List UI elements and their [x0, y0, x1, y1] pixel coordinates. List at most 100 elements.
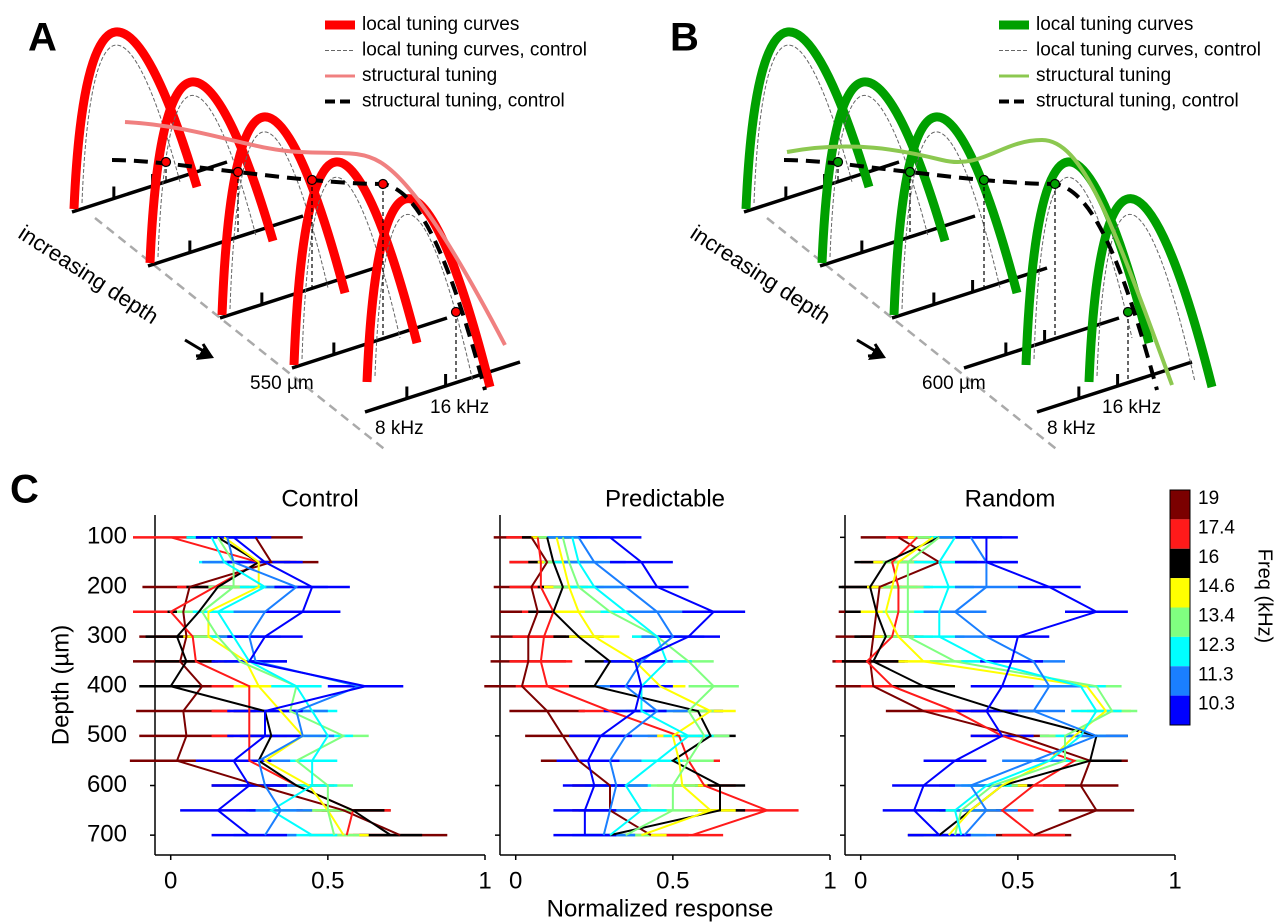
- crossing-dot: [377, 178, 389, 190]
- series-line: [210, 536, 330, 837]
- structural-tuning-control: [111, 158, 487, 391]
- y-tick-label: 400: [87, 672, 127, 699]
- legend-label: structural tuning, control: [362, 91, 565, 112]
- depth-guide: [766, 217, 1061, 453]
- freq-label: 16 kHz: [430, 397, 489, 418]
- x-axis-label: Normalized response: [547, 895, 774, 922]
- legend-label: local tuning curves, control: [362, 40, 587, 61]
- x-tick-label: 0.5: [311, 867, 344, 894]
- series-line: [226, 537, 363, 836]
- legend-label: structural tuning: [362, 65, 497, 86]
- crossing-dot: [1049, 178, 1061, 190]
- y-axis-label: Depth (µm): [47, 625, 74, 746]
- x-tick-label: 1: [823, 867, 836, 894]
- crossing-dot: [232, 166, 244, 178]
- chart-title: Predictable: [605, 485, 725, 512]
- y-tick-label: 500: [87, 721, 127, 748]
- depth-axis-label: increasing depth: [686, 220, 835, 329]
- series-line: [175, 536, 401, 837]
- chart-title: Control: [281, 485, 358, 512]
- structural-tuning: [786, 137, 1174, 386]
- depth-value: 600 µm: [922, 373, 986, 394]
- crossing-dot: [1122, 306, 1134, 318]
- depth-axis-label: increasing depth: [14, 220, 163, 329]
- structural-tuning: [124, 120, 507, 346]
- colorbar-label: 17.4: [1198, 517, 1235, 538]
- series-line: [561, 537, 716, 837]
- structural-tuning-control: [783, 158, 1159, 391]
- colorbar-cell: [1170, 548, 1190, 579]
- colorbar-cell: [1170, 666, 1190, 696]
- colorbar-cell: [1170, 695, 1190, 725]
- freq-label: 16 kHz: [1102, 397, 1161, 418]
- crossing-dot: [306, 174, 318, 186]
- y-tick-label: 300: [87, 622, 127, 649]
- tuning-curve: [741, 27, 874, 210]
- colorbar-label: 12.3: [1198, 635, 1235, 656]
- freq-label: 8 kHz: [375, 418, 424, 439]
- depth-value: 550 µm: [250, 373, 314, 394]
- tuning-curve-control: [374, 214, 474, 383]
- tuning-curve: [362, 194, 495, 389]
- legend-label: local tuning curves: [362, 14, 519, 35]
- crossing-dot: [450, 306, 462, 318]
- series-line: [906, 536, 1114, 836]
- y-tick-label: 100: [87, 523, 127, 550]
- colorbar-cell: [1170, 607, 1190, 637]
- diagram: local tuning curves local tuning curves, …: [686, 14, 1261, 453]
- series-line: [520, 536, 652, 837]
- colorbar-label: 13.4: [1198, 606, 1235, 627]
- series-line: [546, 537, 721, 837]
- tuning-curve: [289, 157, 422, 366]
- colorbar-cell: [1170, 490, 1190, 520]
- series-line: [884, 536, 1108, 836]
- y-tick-label: 600: [87, 771, 127, 798]
- series-line: [869, 536, 1098, 837]
- frequency-axis: [891, 266, 1048, 320]
- series-line: [536, 537, 771, 837]
- colorbar-label: 19: [1198, 488, 1219, 509]
- frequency-axis: [364, 360, 521, 414]
- colorbar-cell: [1170, 636, 1190, 667]
- diagram: local tuning curves local tuning curves, …: [14, 14, 587, 453]
- tuning-curve-control: [1033, 176, 1133, 360]
- x-tick-label: 0: [509, 867, 522, 894]
- panel-label: C: [10, 468, 39, 512]
- tuning-curve-control: [753, 44, 853, 204]
- frequency-axis: [71, 160, 228, 214]
- panel-label: A: [28, 16, 57, 60]
- series-line: [555, 537, 713, 837]
- series-line: [577, 536, 675, 836]
- series-line: [583, 536, 716, 836]
- crossing-dot: [160, 156, 172, 168]
- tuning-curve-control: [1096, 214, 1196, 383]
- legend-label: local tuning curves, control: [1036, 40, 1261, 61]
- colorbar-cell: [1170, 519, 1190, 549]
- series-line: [216, 536, 366, 836]
- series-line: [938, 536, 1098, 836]
- freq-label: 8 kHz: [1047, 418, 1096, 439]
- tuning-curve: [1084, 194, 1217, 389]
- x-tick-label: 0.5: [1001, 867, 1034, 894]
- colorbar-cell: [1170, 578, 1190, 608]
- tuning-curve: [69, 27, 202, 210]
- tuning-curve: [145, 77, 278, 264]
- x-tick-label: 1: [1168, 867, 1181, 894]
- series-line: [865, 536, 1077, 836]
- legend-label: structural tuning: [1036, 65, 1171, 86]
- x-tick-label: 0: [164, 867, 177, 894]
- crossing-dot: [904, 166, 916, 178]
- chart-title: Random: [965, 485, 1056, 512]
- legend-label: local tuning curves: [1036, 14, 1193, 35]
- legend-label: structural tuning, control: [1036, 91, 1239, 112]
- tuning-curve: [817, 77, 950, 264]
- x-tick-label: 1: [478, 867, 491, 894]
- series-line: [912, 537, 1100, 836]
- crossing-dot: [978, 174, 990, 186]
- colorbar-label: 14.6: [1198, 576, 1235, 597]
- depth-guide: [94, 217, 389, 453]
- x-tick-label: 0.5: [656, 867, 689, 894]
- series-line: [953, 536, 1100, 836]
